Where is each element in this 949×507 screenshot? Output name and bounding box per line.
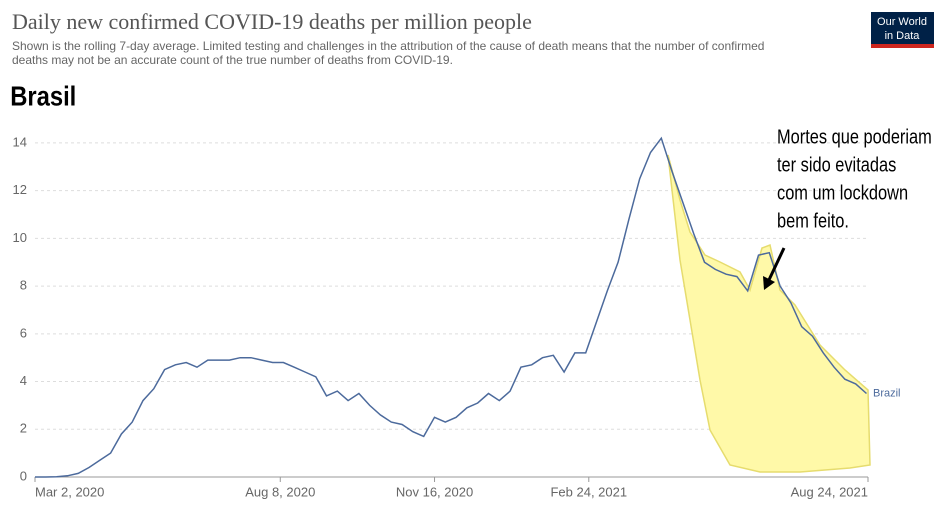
annotation: bem feito. — [777, 209, 849, 232]
y-tick-label: 2 — [20, 421, 27, 436]
x-tick-label: Feb 24, 2021 — [550, 484, 627, 499]
logo-stripe — [871, 44, 934, 48]
y-tick-label: 14 — [13, 134, 27, 149]
highlight-area — [667, 154, 871, 473]
annotation-arrowhead — [763, 276, 775, 290]
y-tick-label: 0 — [20, 468, 27, 483]
logo — [871, 12, 934, 46]
series-line — [35, 136, 867, 478]
annotation-arrow — [766, 247, 786, 283]
annotation: com um lockdown — [777, 181, 908, 204]
annotation: ter sido evitadas — [777, 153, 896, 176]
x-tick-label: Nov 16, 2020 — [396, 484, 473, 499]
chart-title: Daily new confirmed COVID-19 deaths per … — [12, 9, 532, 34]
logo-text: Our World — [877, 16, 927, 28]
x-tick-label: Aug 8, 2020 — [245, 484, 315, 499]
x-tick-label: Aug 24, 2021 — [791, 484, 868, 499]
heading: Brasil — [10, 80, 76, 112]
y-tick-label: 12 — [13, 182, 27, 197]
y-tick-label: 8 — [20, 278, 27, 293]
y-tick-label: 6 — [20, 325, 27, 340]
series-label: Brazil — [873, 387, 901, 399]
x-tick-label: Mar 2, 2020 — [35, 484, 104, 499]
subtitle: deaths may not be an accurate count of t… — [12, 53, 453, 67]
subtitle: Shown is the rolling 7-day average. Limi… — [12, 39, 764, 53]
logo-text: in Data — [885, 30, 921, 42]
annotation: Mortes que poderiam — [777, 125, 932, 148]
y-tick-label: 10 — [13, 230, 27, 245]
y-tick-label: 4 — [20, 373, 27, 388]
